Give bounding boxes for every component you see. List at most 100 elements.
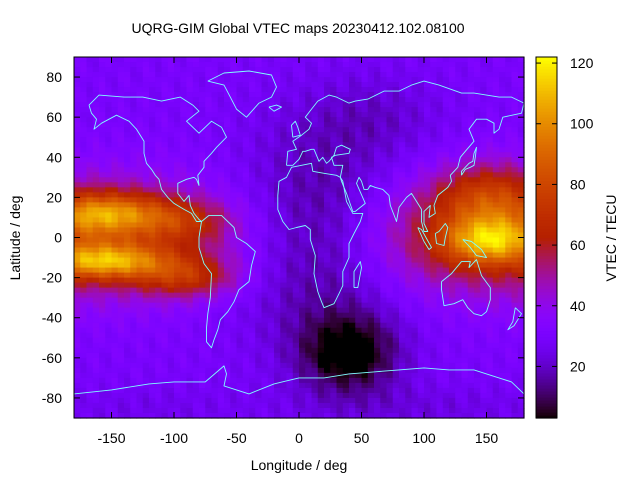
heatmap-cell	[455, 377, 463, 384]
heatmap-cell	[430, 357, 438, 364]
heatmap-cell	[355, 187, 363, 193]
heatmap-cell	[411, 352, 419, 359]
heatmap-cell	[461, 147, 469, 153]
heatmap-cell	[517, 77, 525, 83]
heatmap-cell	[224, 312, 231, 319]
heatmap-cell	[517, 237, 525, 244]
heatmap-cell	[380, 367, 388, 374]
heatmap-cell	[236, 97, 244, 103]
heatmap-cell	[355, 302, 363, 309]
heatmap-cell	[361, 82, 369, 88]
heatmap-cell	[267, 202, 275, 209]
heatmap-cell	[374, 342, 381, 349]
heatmap-cell	[430, 92, 438, 98]
heatmap-cell	[242, 227, 250, 234]
heatmap-cell	[424, 262, 431, 269]
heatmap-cell	[424, 307, 431, 314]
heatmap-cell	[436, 302, 444, 309]
heatmap-cell	[499, 302, 506, 309]
heatmap-cell	[92, 282, 100, 289]
heatmap-cell	[374, 142, 381, 148]
heatmap-cell	[136, 212, 144, 219]
heatmap-cell	[511, 302, 519, 309]
heatmap-cell	[492, 337, 500, 344]
heatmap-cell	[292, 147, 300, 153]
heatmap-cell	[255, 367, 263, 374]
heatmap-cell	[380, 207, 388, 214]
heatmap-cell	[386, 312, 394, 319]
heatmap-cell	[380, 297, 388, 304]
heatmap-cell	[349, 307, 356, 314]
heatmap-cell	[392, 262, 400, 269]
heatmap-cell	[86, 402, 94, 409]
heatmap-cell	[324, 222, 331, 229]
heatmap-cell	[105, 242, 113, 249]
heatmap-cell	[230, 252, 238, 259]
heatmap-cell	[455, 397, 463, 404]
heatmap-cell	[430, 342, 438, 349]
heatmap-cell	[211, 387, 219, 394]
heatmap-cell	[211, 322, 219, 329]
heatmap-cell	[436, 127, 444, 133]
heatmap-cell	[299, 62, 306, 68]
heatmap-cell	[124, 352, 131, 359]
heatmap-cell	[155, 162, 163, 168]
heatmap-cell	[449, 67, 456, 73]
heatmap-cell	[99, 87, 106, 93]
heatmap-cell	[111, 382, 119, 389]
heatmap-cell	[111, 352, 119, 359]
heatmap-cell	[399, 67, 406, 73]
heatmap-cell	[430, 242, 438, 249]
heatmap-cell	[174, 112, 181, 118]
heatmap-cell	[499, 107, 506, 113]
heatmap-cell	[124, 147, 131, 153]
heatmap-cell	[474, 277, 481, 284]
heatmap-cell	[80, 367, 88, 374]
heatmap-cell	[461, 282, 469, 289]
heatmap-cell	[317, 182, 325, 188]
heatmap-cell	[449, 82, 456, 88]
heatmap-cell	[111, 247, 119, 254]
heatmap-cell	[305, 277, 313, 284]
heatmap-cell	[436, 262, 444, 269]
heatmap-cell	[442, 67, 450, 73]
heatmap-cell	[467, 362, 475, 369]
heatmap-cell	[511, 312, 519, 319]
heatmap-cell	[105, 352, 113, 359]
heatmap-cell	[274, 222, 281, 229]
heatmap-cell	[392, 267, 400, 274]
heatmap-cell	[280, 147, 288, 153]
heatmap-cell	[199, 277, 206, 284]
heatmap-cell	[117, 347, 125, 354]
heatmap-cell	[349, 167, 356, 173]
heatmap-cell	[280, 357, 288, 364]
heatmap-cell	[455, 147, 463, 153]
heatmap-cell	[192, 102, 200, 108]
heatmap-cell	[442, 352, 450, 359]
heatmap-cell	[74, 352, 81, 359]
heatmap-cell	[455, 347, 463, 354]
heatmap-cell	[161, 277, 169, 284]
heatmap-cell	[167, 387, 175, 394]
heatmap-cell	[380, 307, 388, 314]
heatmap-cell	[74, 342, 81, 349]
heatmap-cell	[492, 362, 500, 369]
heatmap-cell	[317, 382, 325, 389]
heatmap-cell	[474, 112, 481, 118]
heatmap-cell	[280, 222, 288, 229]
heatmap-cell	[149, 122, 156, 128]
heatmap-cell	[280, 182, 288, 188]
heatmap-cell	[142, 242, 150, 249]
heatmap-cell	[74, 387, 81, 394]
heatmap-cell	[461, 262, 469, 269]
heatmap-cell	[349, 147, 356, 153]
heatmap-cell	[142, 142, 150, 148]
heatmap-cell	[261, 317, 269, 324]
heatmap-cell	[492, 342, 500, 349]
heatmap-cell	[261, 262, 269, 269]
heatmap-cell	[386, 247, 394, 254]
heatmap-cell	[417, 97, 425, 103]
heatmap-cell	[111, 227, 119, 234]
heatmap-cell	[411, 277, 419, 284]
heatmap-cell	[324, 282, 331, 289]
